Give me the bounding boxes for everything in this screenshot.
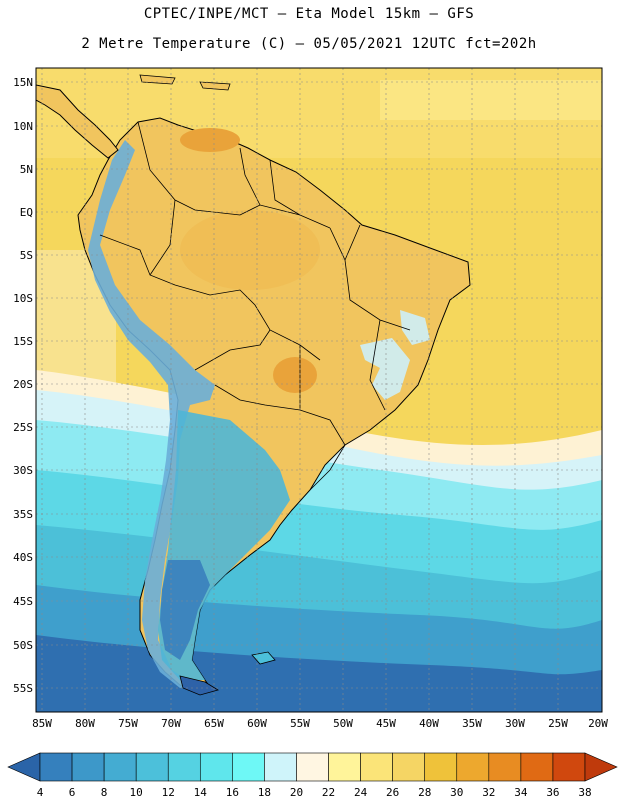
colorbar-cell (488, 752, 522, 782)
map-frame (35, 67, 603, 713)
lat-label: 45S (13, 595, 33, 608)
colorbar-label: 36 (546, 786, 559, 799)
central-america-land (36, 84, 119, 159)
colorbar-label: 30 (450, 786, 463, 799)
colorbar-label: 4 (37, 786, 44, 799)
colorbar-label: 24 (354, 786, 368, 799)
lat-label: 50S (13, 639, 33, 652)
colorbar-cell (39, 752, 73, 782)
lon-label: 30W (505, 717, 525, 730)
lon-label: 65W (204, 717, 224, 730)
brazil-highland-cool-2 (400, 310, 430, 345)
lat-label: 15S (13, 335, 33, 348)
colorbar-cell (167, 752, 201, 782)
lat-label: 20S (13, 378, 33, 391)
map-field (36, 68, 602, 712)
warm-amazon (180, 210, 320, 290)
lon-label: 45W (376, 717, 396, 730)
lat-label: 25S (13, 421, 33, 434)
lat-label: 5S (20, 249, 33, 262)
longitude-labels: 85W 80W 75W 70W 65W 60W 55W 50W 45W 40W … (32, 717, 608, 730)
lat-label: 15N (13, 76, 33, 89)
colorbar-label: 22 (322, 786, 335, 799)
colorbar-label: 28 (418, 786, 431, 799)
colorbar-cell (264, 752, 297, 782)
latitude-labels: 15N 10N 5N EQ 5S 10S 15S 20S 25S 30S 35S… (13, 76, 33, 695)
colorbar-left-arrow (7, 752, 41, 782)
patagonia-cold-core (160, 560, 210, 660)
colorbar-cell (552, 752, 586, 782)
colorbar-cell (135, 752, 169, 782)
colorbar-label: 18 (258, 786, 271, 799)
lon-label: 40W (419, 717, 439, 730)
lat-label: 35S (13, 508, 33, 521)
colorbar-labels: 4 6 8 10 12 14 16 18 20 22 24 26 28 30 32 34 36 38 (37, 786, 592, 799)
colorbar-cell (103, 752, 137, 782)
colorbar-cell (296, 752, 329, 782)
lon-label: 60W (247, 717, 267, 730)
lat-label: 5N (20, 163, 33, 176)
colorbar-cell (360, 752, 393, 782)
map-title: CPTEC/INPE/MCT – Eta Model 15km – GFS (143, 6, 475, 22)
colorbar-cell (71, 752, 105, 782)
warm-core-central (273, 357, 317, 393)
lat-label: 55S (13, 682, 33, 695)
andes-cold-strip (88, 140, 215, 688)
colorbar-label: 26 (386, 786, 399, 799)
map-subtitle: 2 Metre Temperature (C) – 05/05/2021 12U… (81, 36, 537, 52)
lon-label: 80W (75, 717, 95, 730)
country-borders (99, 121, 411, 491)
lat-label: 10S (13, 292, 33, 305)
colorbar-cell (456, 752, 490, 782)
lon-label: 35W (462, 717, 482, 730)
lon-label: 25W (548, 717, 568, 730)
colorbar-label: 32 (482, 786, 495, 799)
colorbar-label: 12 (162, 786, 175, 799)
colorbar-label: 20 (290, 786, 303, 799)
colorbar-label: 14 (194, 786, 208, 799)
lon-label: 50W (333, 717, 353, 730)
colorbar-cell (232, 752, 265, 782)
lat-label: 30S (13, 464, 33, 477)
colorbar-cell (199, 752, 233, 782)
colorbar-label: 38 (578, 786, 591, 799)
light-band-north (380, 80, 602, 120)
lon-label: 20W (588, 717, 608, 730)
caribbean-island-2 (199, 81, 231, 91)
warm-core-north (180, 128, 240, 152)
lat-label: 40S (13, 551, 33, 564)
lon-label: 85W (32, 717, 52, 730)
lon-label: 75W (118, 717, 138, 730)
lon-label: 70W (161, 717, 181, 730)
colorbar-label: 16 (226, 786, 239, 799)
graticule (36, 68, 602, 712)
colorbar-label: 6 (69, 786, 76, 799)
colorbar-cell (424, 752, 458, 782)
colorbar-cell (328, 752, 361, 782)
colorbar-label: 8 (101, 786, 108, 799)
colorbar-cells (39, 752, 586, 782)
lat-label: 10N (13, 120, 33, 133)
falkland-islands (251, 651, 276, 665)
colorbar-cell (520, 752, 554, 782)
tierra-del-fuego (179, 675, 219, 696)
lon-label: 55W (290, 717, 310, 730)
colorbar-label: 34 (514, 786, 528, 799)
colorbar-label: 10 (130, 786, 143, 799)
lat-label: EQ (20, 206, 33, 219)
colorbar-cell (392, 752, 426, 782)
colorbar: 4 6 8 10 12 14 16 18 20 22 24 26 28 30 32 34 36 38 (7, 752, 618, 799)
colorbar-right-arrow (584, 752, 618, 782)
